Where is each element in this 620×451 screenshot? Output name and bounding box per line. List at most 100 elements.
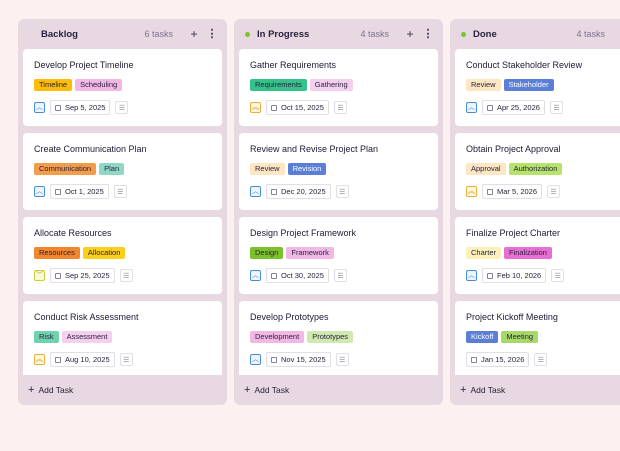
task-card[interactable]: Develop Project Timeline Timeline Schedu… <box>23 49 222 126</box>
calendar-icon <box>271 104 277 111</box>
add-icon[interactable]: + <box>190 27 198 41</box>
task-card[interactable]: Obtain Project Approval Approval Authori… <box>455 133 620 210</box>
tag[interactable]: Finalization <box>504 247 552 259</box>
task-card[interactable]: Design Project Framework Design Framewor… <box>239 217 438 294</box>
description-icon[interactable]: ☰ <box>551 269 565 282</box>
description-icon[interactable]: ☰ <box>115 101 129 114</box>
priority-up-icon[interactable]: ︿ <box>466 270 477 281</box>
description-icon[interactable]: ☰ <box>113 185 127 198</box>
card-title: Gather Requirements <box>250 60 337 70</box>
more-options-icon[interactable]: ⋮ <box>206 27 218 40</box>
priority-high-icon[interactable]: ︽ <box>34 354 45 365</box>
column-in-progress: In Progress 4 tasks + ⋮ Gather Requireme… <box>234 19 443 405</box>
tag[interactable]: Allocation <box>82 247 126 259</box>
due-date-text: Sep 5, 2025 <box>65 103 106 112</box>
add-icon[interactable]: + <box>406 27 414 41</box>
tag[interactable]: Prototypes <box>307 331 354 343</box>
tag[interactable]: Revision <box>287 163 327 175</box>
card-title: Review and Revise Project Plan <box>250 144 379 154</box>
tag[interactable]: Review <box>250 163 285 175</box>
tag[interactable]: Charter <box>466 247 502 259</box>
task-card[interactable]: Conduct Stakeholder Review Review Stakeh… <box>455 49 620 126</box>
due-date[interactable]: Nov 15, 2025 <box>266 352 331 367</box>
add-task-label: Add Task <box>38 385 74 395</box>
priority-up-icon[interactable]: ︿ <box>34 102 45 113</box>
task-card[interactable]: Gather Requirements Requirements Gatheri… <box>239 49 438 126</box>
tag[interactable]: Meeting <box>501 331 539 343</box>
due-date-text: Oct 30, 2025 <box>281 271 324 280</box>
description-icon[interactable]: ☰ <box>547 185 561 198</box>
plus-icon: + <box>28 384 35 396</box>
status-dot-icon <box>245 31 250 37</box>
due-date[interactable]: Feb 10, 2026 <box>482 268 547 283</box>
add-task-button[interactable]: + Add Task <box>450 375 620 405</box>
due-date[interactable]: Oct 30, 2025 <box>266 268 329 283</box>
task-card[interactable]: Finalize Project Charter Charter Finaliz… <box>455 217 620 294</box>
column-header: Backlog 6 tasks + ⋮ <box>18 19 227 49</box>
due-date[interactable]: Mar 5, 2026 <box>482 184 543 199</box>
description-icon[interactable]: ☰ <box>119 269 133 282</box>
priority-up-icon[interactable]: ︿ <box>250 186 261 197</box>
priority-up-icon[interactable]: ︿ <box>250 354 261 365</box>
description-icon[interactable]: ☰ <box>119 353 133 366</box>
tag[interactable]: Communication <box>34 163 97 175</box>
priority-up-icon[interactable]: ︿ <box>250 270 261 281</box>
due-date[interactable]: Sep 25, 2025 <box>50 268 115 283</box>
calendar-icon <box>471 356 477 363</box>
card-title: Obtain Project Approval <box>466 144 561 154</box>
due-date[interactable]: Aug 10, 2025 <box>50 352 115 367</box>
due-date[interactable]: Dec 20, 2025 <box>266 184 331 199</box>
column-title: Backlog <box>41 28 78 40</box>
plus-icon: + <box>244 384 251 396</box>
priority-up-icon[interactable]: ︿ <box>34 186 45 197</box>
task-count: 4 tasks <box>360 29 389 39</box>
task-card[interactable]: Project Kickoff Meeting Kickoff Meeting … <box>455 301 620 375</box>
task-card[interactable]: Develop Prototypes Development Prototype… <box>239 301 438 375</box>
tag[interactable]: Requirements <box>250 79 307 91</box>
calendar-icon <box>55 356 61 363</box>
due-date-text: Sep 25, 2025 <box>65 271 110 280</box>
card-title: Project Kickoff Meeting <box>466 312 558 322</box>
task-card[interactable]: Allocate Resources Resources Allocation … <box>23 217 222 294</box>
tag[interactable]: Gathering <box>309 79 353 91</box>
tag[interactable]: Timeline <box>34 79 73 91</box>
priority-down-icon[interactable]: ﹀ <box>34 270 45 281</box>
tag[interactable]: Plan <box>99 163 125 175</box>
description-icon[interactable]: ☰ <box>335 353 349 366</box>
priority-up-icon[interactable]: ︿ <box>466 102 477 113</box>
tag[interactable]: Authorization <box>508 163 563 175</box>
priority-high-icon[interactable]: ︽ <box>250 102 261 113</box>
tag[interactable]: Risk <box>34 331 59 343</box>
add-task-button[interactable]: + Add Task <box>234 375 443 405</box>
tag[interactable]: Stakeholder <box>503 79 554 91</box>
tag[interactable]: Approval <box>466 163 506 175</box>
tag[interactable]: Design <box>250 247 284 259</box>
tag[interactable]: Development <box>250 331 305 343</box>
tag[interactable]: Scheduling <box>75 79 123 91</box>
tag[interactable]: Assessment <box>61 331 113 343</box>
due-date[interactable]: Jan 15, 2026 <box>466 352 530 367</box>
due-date-text: Apr 25, 2026 <box>497 103 540 112</box>
tag[interactable]: Resources <box>34 247 80 259</box>
description-icon[interactable]: ☰ <box>335 185 349 198</box>
priority-high-icon[interactable]: ︽ <box>466 186 477 197</box>
due-date[interactable]: Oct 15, 2025 <box>266 100 329 115</box>
due-date[interactable]: Apr 25, 2026 <box>482 100 545 115</box>
task-card[interactable]: Create Communication Plan Communication … <box>23 133 222 210</box>
tag[interactable]: Framework <box>286 247 334 259</box>
add-task-label: Add Task <box>470 385 506 395</box>
due-date[interactable]: Oct 1, 2025 <box>50 184 109 199</box>
task-card[interactable]: Review and Revise Project Plan Review Re… <box>239 133 438 210</box>
calendar-icon <box>487 188 493 195</box>
add-task-button[interactable]: + Add Task <box>18 375 227 405</box>
tag[interactable]: Kickoff <box>466 331 499 343</box>
calendar-icon <box>487 104 493 111</box>
tag[interactable]: Review <box>466 79 501 91</box>
description-icon[interactable]: ☰ <box>333 269 347 282</box>
task-card[interactable]: Conduct Risk Assessment Risk Assessment … <box>23 301 222 375</box>
description-icon[interactable]: ☰ <box>534 353 548 366</box>
more-options-icon[interactable]: ⋮ <box>422 27 434 40</box>
description-icon[interactable]: ☰ <box>333 101 347 114</box>
description-icon[interactable]: ☰ <box>549 101 563 114</box>
due-date[interactable]: Sep 5, 2025 <box>50 100 111 115</box>
